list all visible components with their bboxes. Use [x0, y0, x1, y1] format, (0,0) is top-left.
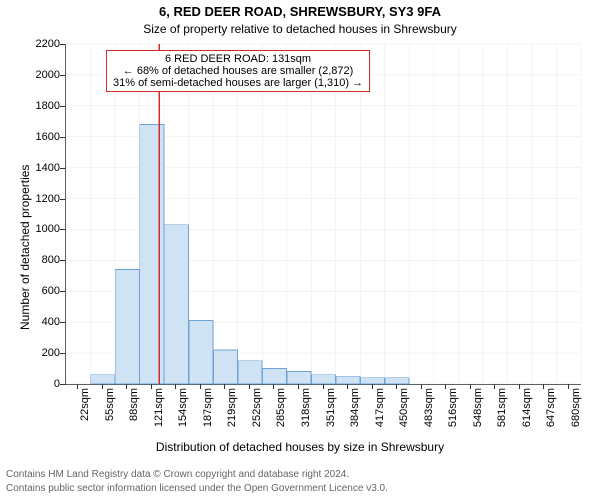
chart-title-line2: Size of property relative to detached ho… — [0, 22, 600, 36]
y-tick-label: 1600 — [5, 131, 60, 143]
x-tick-label: 614sqm — [521, 388, 533, 448]
x-tick-label: 252sqm — [251, 388, 263, 448]
x-tick-label: 450sqm — [398, 388, 410, 448]
x-axis-label: Distribution of detached houses by size … — [0, 440, 600, 454]
y-tick-label: 2000 — [5, 69, 60, 81]
bar — [189, 321, 213, 384]
x-tick-label: 384sqm — [349, 388, 361, 448]
x-tick-label: 55sqm — [104, 388, 116, 448]
y-tick-label: 1000 — [5, 223, 60, 235]
bar — [361, 378, 385, 384]
x-tick-label: 22sqm — [79, 388, 91, 448]
callout-line2: ← 68% of detached houses are smaller (2,… — [113, 65, 363, 77]
bar — [287, 372, 311, 384]
bar — [91, 375, 115, 384]
y-tick-label: 1400 — [5, 162, 60, 174]
x-tick-label: 581sqm — [496, 388, 508, 448]
y-tick-label: 200 — [5, 347, 60, 359]
bar — [336, 376, 360, 384]
y-tick-label: 600 — [5, 285, 60, 297]
y-tick-label: 1800 — [5, 100, 60, 112]
footer-line1: Contains HM Land Registry data © Crown c… — [6, 469, 349, 480]
x-tick-label: 121sqm — [153, 388, 165, 448]
bar — [385, 378, 409, 384]
bar — [262, 369, 286, 384]
x-tick-label: 187sqm — [202, 388, 214, 448]
plot-area: 6 RED DEER ROAD: 131sqm ← 68% of detache… — [65, 44, 581, 385]
bar — [164, 225, 188, 384]
bar — [238, 361, 262, 384]
footer-line2: Contains public sector information licen… — [6, 483, 388, 494]
callout-box: 6 RED DEER ROAD: 131sqm ← 68% of detache… — [106, 50, 370, 92]
y-tick-label: 800 — [5, 254, 60, 266]
callout-line3: 31% of semi-detached houses are larger (… — [113, 77, 363, 89]
x-tick-label: 647sqm — [545, 388, 557, 448]
bar — [311, 375, 335, 384]
x-tick-label: 318sqm — [300, 388, 312, 448]
x-tick-label: 88sqm — [128, 388, 140, 448]
chart-title-line1: 6, RED DEER ROAD, SHREWSBURY, SY3 9FA — [0, 4, 600, 19]
y-axis-label: Number of detached properties — [18, 165, 32, 330]
x-tick-label: 285sqm — [275, 388, 287, 448]
y-tick-label: 2200 — [5, 38, 60, 50]
bar — [115, 270, 139, 384]
x-tick-label: 516sqm — [447, 388, 459, 448]
y-tick-label: 400 — [5, 316, 60, 328]
y-tick-label: 1200 — [5, 193, 60, 205]
bar — [140, 124, 164, 384]
bar — [213, 350, 237, 384]
x-tick-label: 483sqm — [423, 388, 435, 448]
x-tick-label: 548sqm — [472, 388, 484, 448]
x-tick-label: 219sqm — [226, 388, 238, 448]
x-tick-label: 351sqm — [325, 388, 337, 448]
y-tick-label: 0 — [5, 378, 60, 390]
chart-svg — [66, 44, 581, 384]
x-tick-label: 154sqm — [177, 388, 189, 448]
x-tick-label: 417sqm — [374, 388, 386, 448]
callout-line1: 6 RED DEER ROAD: 131sqm — [113, 53, 363, 65]
x-tick-label: 680sqm — [570, 388, 582, 448]
